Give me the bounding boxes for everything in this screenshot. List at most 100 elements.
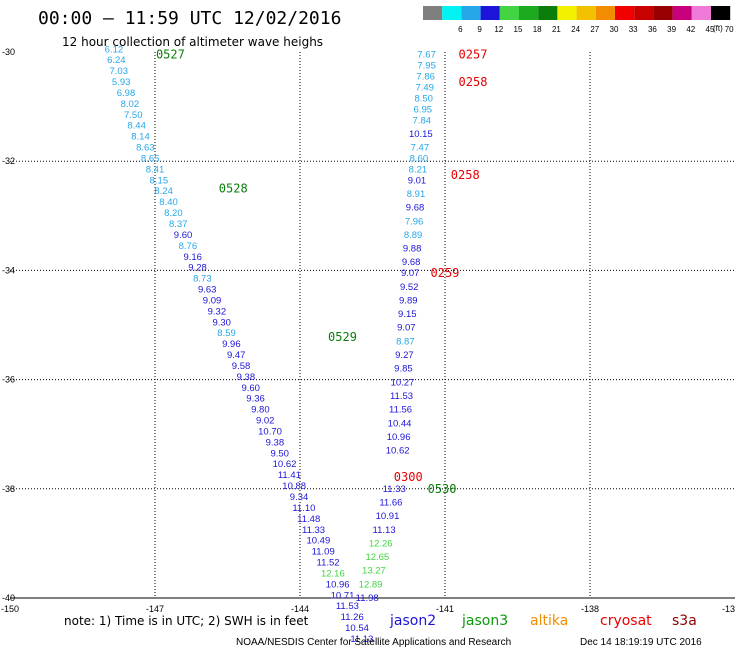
latitude-label: -38 [2,484,15,494]
wave-height-readout: 12.16 [321,568,345,579]
wave-height-readout: 6.98 [117,88,136,99]
wave-height-readout: 8.59 [217,328,236,339]
wave-height-readout: 9.60 [241,383,260,394]
wave-height-readout: 5.93 [112,77,131,88]
wave-height-readout: 10.62 [273,459,297,470]
wave-height-readout: 9.32 [208,306,227,317]
legend-swatch [461,6,481,20]
legend-swatch [423,6,443,20]
wave-height-readout: 11.09 [312,547,335,558]
wave-height-readout: 8.73 [193,274,212,285]
wave-height-readout: 9.15 [398,309,417,320]
legend-swatch [538,6,558,20]
wave-height-readout: 8.24 [154,186,173,197]
wave-height-readout: 7.49 [415,82,434,93]
timestamp-text: Dec 14 18:19:19 UTC 2016 [580,637,702,648]
wave-height-readout: 9.28 [188,263,207,274]
wave-height-readout: 8.41 [146,164,165,175]
satellite-name-s3a: s3a [672,613,697,629]
wave-height-readout: 8.02 [121,99,140,110]
wave-height-readout: 11.53 [390,391,413,402]
wave-height-readout: 10.91 [376,511,400,522]
satellite-legend: jason2 jason3 altika cryosat s3a [389,613,697,629]
wave-height-readout: 12.26 [369,538,393,549]
latitude-label: -30 [2,47,15,57]
wave-height-readout: 8.37 [169,219,188,230]
wave-height-readout: 11.13 [373,525,396,536]
wave-height-readout: 10.71 [331,590,355,601]
legend-label: 36 [648,25,657,34]
wave-height-readout: 11.41 [278,470,301,481]
pass-time-label: 0300 [394,470,423,484]
legend-swatch [691,6,711,20]
wave-height-readout: 9.96 [222,339,241,350]
wave-height-readout: 10.49 [306,536,330,547]
wave-height-readout: 10.62 [386,446,410,457]
satellite-name-jason2: jason2 [389,613,436,629]
wave-height-readout: 11.66 [379,497,402,508]
legend-label: 33 [629,25,638,34]
wave-height-readout: 9.50 [270,448,289,459]
legend-label: 18 [533,25,542,34]
legend-swatch [615,6,635,20]
legend-label: 21 [552,25,561,34]
wave-height-readout: 9.68 [406,203,425,214]
wave-height-readout: 8.44 [127,121,146,132]
wave-height-readout: 11.10 [292,503,315,514]
legend-label: 42 [686,25,695,34]
legend-swatch [480,6,500,20]
wave-height-readout: 12.65 [365,552,389,563]
wave-height-readout: 10.15 [409,129,433,140]
wave-height-readout: 10.96 [326,579,350,590]
track-a: 6.126.247.035.936.988.027.508.448.148.63… [105,44,374,645]
wave-height-readout: 7.50 [124,110,143,121]
pass-time-label: 0259 [431,266,460,280]
wave-height-readout: 7.03 [110,66,129,77]
wave-height-readout: 8.14 [131,132,150,143]
pass-time-label: 0529 [328,330,357,344]
legend-swatch [557,6,577,20]
latitude-label: -40 [2,593,15,603]
wave-height-readout: 9.02 [256,416,275,427]
wave-height-readout: 12.89 [359,579,383,590]
wave-height-readout: 9.80 [251,405,270,416]
legend-label: 45 [706,25,715,34]
wave-height-readout: 8.15 [150,175,169,186]
pass-time-label: 0530 [428,482,457,496]
wave-height-readout: 11.56 [389,405,412,416]
legend-swatch [711,6,731,20]
legend-swatch [442,6,462,20]
wave-height-readout: 6.95 [414,104,433,115]
wave-height-readout: 9.85 [394,364,413,375]
legend-swatch [576,6,596,20]
latitude-labels: -30 -32 -34 -36 -38 -40 [2,47,15,603]
legend-label: 9 [477,25,482,34]
wave-height-readout: 8.89 [404,230,423,241]
wave-height-readout: 7.95 [417,61,436,72]
pass-time-labels: 0527 0528 0529 0530 0257 0258 0258 0259 0300 [156,48,487,496]
wave-height-readout: 9.38 [266,437,285,448]
wave-height-readout: 13.27 [362,566,386,577]
wave-height-readout: 9.88 [403,244,422,255]
wave-height-readout: 6.12 [105,44,124,55]
legend-label: 30 [610,25,619,34]
longitude-label: -141 [436,604,454,614]
wave-height-readout: 7.84 [413,115,432,126]
legend-label: 39 [667,25,676,34]
legend-swatch [653,6,673,20]
wave-height-readout: 9.36 [246,394,265,405]
legend-swatch [519,6,539,20]
wave-height-readout: 10.44 [388,418,412,429]
wave-height-readout: 9.68 [402,257,421,268]
pass-time-label: 0257 [459,48,488,62]
legend-label: 70 [725,25,734,34]
satellite-name-jason3: jason3 [461,613,508,629]
latitude-label: -32 [2,156,15,166]
legend-label: 24 [571,25,580,34]
wave-height-readout: 11.13 [350,634,373,645]
wave-height-readout: 10.54 [345,623,369,634]
wave-height-readout: 9.47 [227,350,246,361]
wave-height-readout: 7.86 [416,72,435,83]
wave-height-readout: 11.52 [316,558,339,569]
wave-height-readout: 9.07 [397,323,416,334]
